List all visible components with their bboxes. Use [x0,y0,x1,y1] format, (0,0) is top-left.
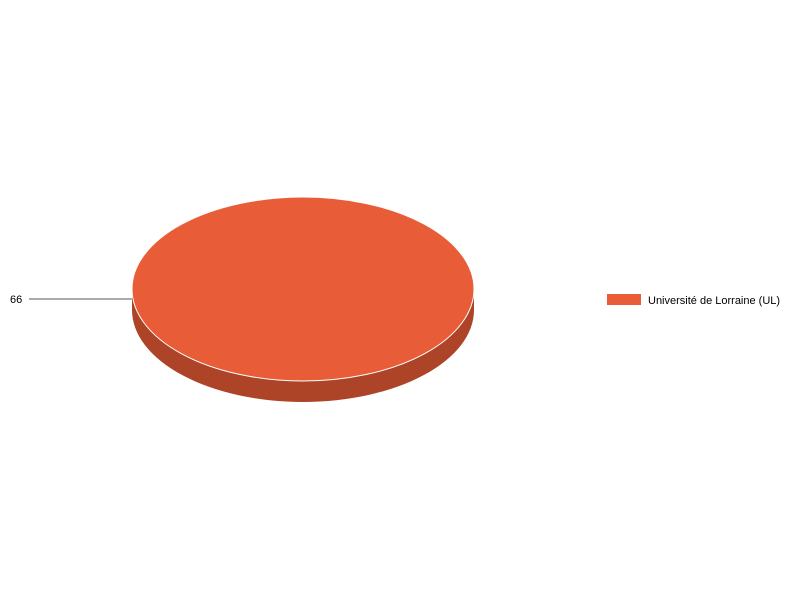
data-label: 66 [10,294,22,306]
legend-label[interactable]: Université de Lorraine (UL) [648,295,780,307]
legend-swatch [607,294,641,305]
pie-slice[interactable] [131,196,475,382]
pie-slice-side [132,289,474,402]
